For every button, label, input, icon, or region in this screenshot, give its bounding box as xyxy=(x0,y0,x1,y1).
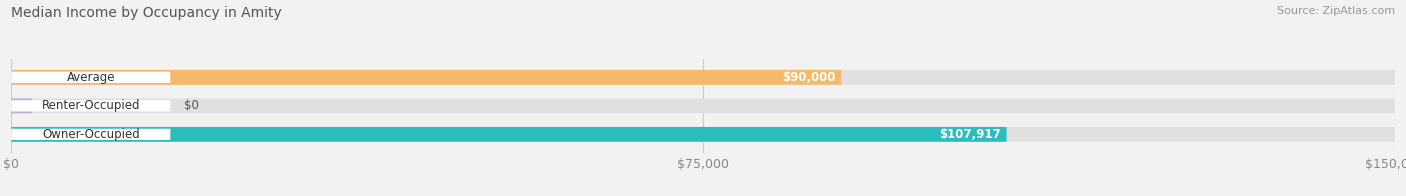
Text: Source: ZipAtlas.com: Source: ZipAtlas.com xyxy=(1277,6,1395,16)
Text: $107,917: $107,917 xyxy=(939,128,1001,141)
FancyBboxPatch shape xyxy=(11,72,170,83)
FancyBboxPatch shape xyxy=(11,129,170,140)
Text: Median Income by Occupancy in Amity: Median Income by Occupancy in Amity xyxy=(11,6,283,20)
FancyBboxPatch shape xyxy=(11,98,32,113)
Text: Average: Average xyxy=(66,71,115,84)
FancyBboxPatch shape xyxy=(11,127,1007,142)
Text: $0: $0 xyxy=(184,99,200,112)
Text: $90,000: $90,000 xyxy=(782,71,835,84)
FancyBboxPatch shape xyxy=(11,70,841,85)
FancyBboxPatch shape xyxy=(11,98,1395,113)
Text: Owner-Occupied: Owner-Occupied xyxy=(42,128,139,141)
FancyBboxPatch shape xyxy=(11,70,1395,85)
FancyBboxPatch shape xyxy=(11,100,170,112)
FancyBboxPatch shape xyxy=(11,127,1395,142)
Text: Renter-Occupied: Renter-Occupied xyxy=(42,99,141,112)
